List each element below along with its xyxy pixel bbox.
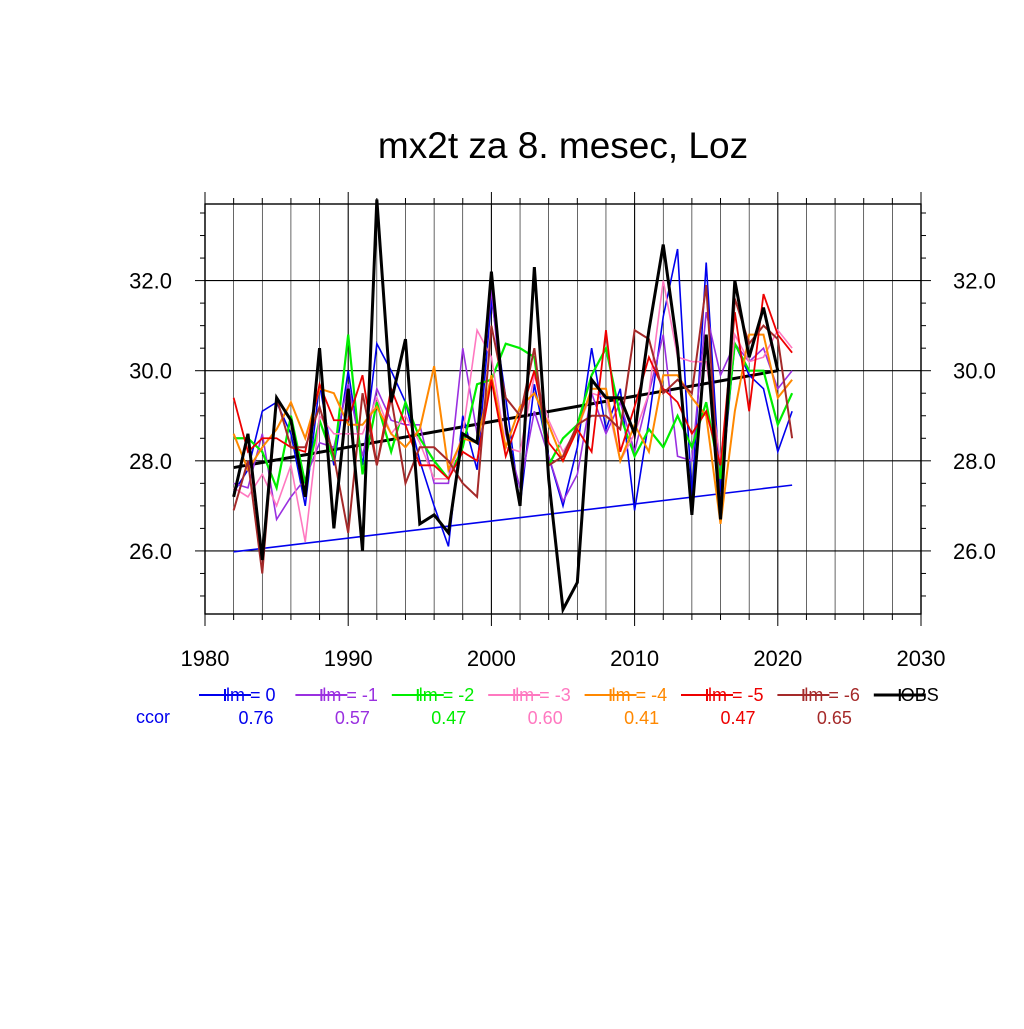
- ccor-value: 0.47: [720, 708, 755, 728]
- legend-label: lm = -1: [322, 685, 378, 705]
- legend-label: lm = -6: [804, 685, 860, 705]
- legend-label: lm = -3: [515, 685, 571, 705]
- ccor-value: 0.76: [238, 708, 273, 728]
- ccor-value: 0.41: [624, 708, 659, 728]
- legend-label: OBS: [901, 685, 939, 705]
- legend-label: lm = 0: [226, 685, 276, 705]
- y-tick-label-right: 32.0: [953, 269, 996, 294]
- y-tick-label-right: 30.0: [953, 359, 996, 384]
- x-tick-label: 2030: [897, 646, 946, 671]
- trend-line-lm-0: [233, 484, 793, 553]
- y-tick-label-left: 28.0: [129, 449, 172, 474]
- x-tick-label: 2000: [467, 646, 516, 671]
- chart-title: mx2t za 8. mesec, Loz: [378, 125, 748, 166]
- ccor-value: 0.47: [431, 708, 466, 728]
- y-tick-label-right: 26.0: [953, 539, 996, 564]
- legend-label: lm = -5: [708, 685, 764, 705]
- x-tick-label: 2010: [610, 646, 659, 671]
- y-tick-label-right: 28.0: [953, 449, 996, 474]
- ccor-value: 0.60: [528, 708, 563, 728]
- legend-label: lm = -4: [612, 685, 668, 705]
- series-line-obs: [232, 199, 780, 615]
- y-tick-label-left: 30.0: [129, 359, 172, 384]
- ccor-label: ccor: [136, 707, 170, 727]
- plot-frame: [204, 203, 922, 615]
- y-tick-label-left: 26.0: [129, 539, 172, 564]
- x-tick-label: 1990: [324, 646, 373, 671]
- x-tick-label: 1980: [181, 646, 230, 671]
- legend: ccor lm = 0 0.76 lm = -1 0.57 lm = -2 0.47 lm …: [136, 685, 939, 728]
- legend-label: lm = -2: [419, 685, 475, 705]
- y-tick-label-left: 32.0: [129, 269, 172, 294]
- ccor-value: 0.65: [817, 708, 852, 728]
- ccor-value: 0.57: [335, 708, 370, 728]
- axes: 1980 1990 2000 2010 2020 2030 26.0 26.0 28.0 28.0…: [129, 192, 996, 671]
- series-lines: [232, 199, 794, 615]
- x-tick-label: 2020: [753, 646, 802, 671]
